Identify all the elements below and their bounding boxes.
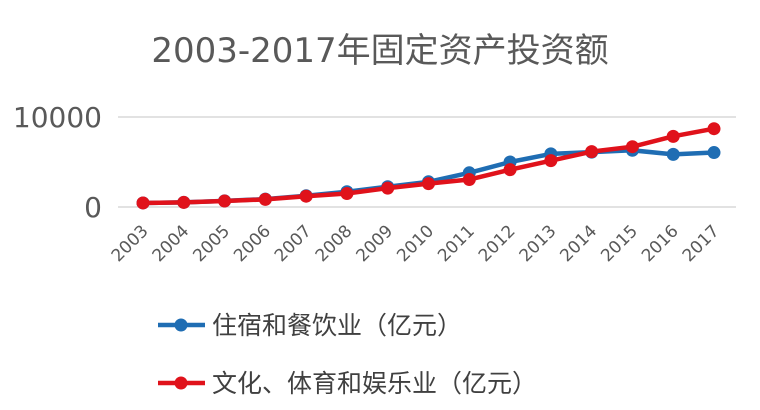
data-point <box>707 146 721 160</box>
data-point <box>666 147 680 161</box>
y-tick-label: 0 <box>84 191 102 224</box>
x-tick-label: 2008 <box>312 221 357 266</box>
x-tick-label: 2003 <box>108 221 153 266</box>
data-point <box>340 187 354 200</box>
x-tick-label: 2017 <box>679 221 724 266</box>
legend-label: 住宿和餐饮业（亿元） <box>212 311 462 340</box>
x-tick-label: 2010 <box>393 221 438 266</box>
x-tick-label: 2016 <box>638 221 683 266</box>
x-tick-label: 2012 <box>475 221 520 266</box>
data-point <box>625 140 639 154</box>
legend-item: 文化、体育和娱乐业（亿元） <box>158 369 537 398</box>
series-line <box>142 126 715 206</box>
data-point <box>462 173 476 187</box>
data-point <box>544 154 558 168</box>
x-tick-label: 2006 <box>230 221 275 266</box>
legend-item: 住宿和餐饮业（亿元） <box>158 311 462 340</box>
chart-title: 2003-2017年固定资产投资额 <box>151 31 608 71</box>
data-point <box>299 189 313 203</box>
data-point <box>422 177 435 191</box>
series-1 <box>136 122 721 210</box>
data-point <box>381 181 395 195</box>
y-tick-label: 10000 <box>13 101 102 134</box>
x-tick-label: 2007 <box>271 221 316 266</box>
x-tick-label: 2009 <box>353 221 398 266</box>
data-point <box>258 192 272 206</box>
legend-marker <box>174 376 188 390</box>
data-point <box>503 163 517 177</box>
x-tick-label: 2005 <box>189 221 234 266</box>
data-point <box>707 122 721 136</box>
legend-label: 文化、体育和娱乐业（亿元） <box>212 369 537 398</box>
x-tick-label: 2013 <box>516 221 561 266</box>
data-point <box>136 196 150 210</box>
data-point <box>585 145 599 159</box>
legend-marker <box>174 318 188 332</box>
x-tick-label: 2015 <box>597 221 642 266</box>
data-point <box>666 129 680 143</box>
x-tick-label: 2011 <box>434 221 479 266</box>
x-tick-label: 2004 <box>149 221 194 266</box>
data-point <box>218 194 232 208</box>
x-tick-label: 2014 <box>556 221 601 266</box>
data-point <box>177 195 191 209</box>
